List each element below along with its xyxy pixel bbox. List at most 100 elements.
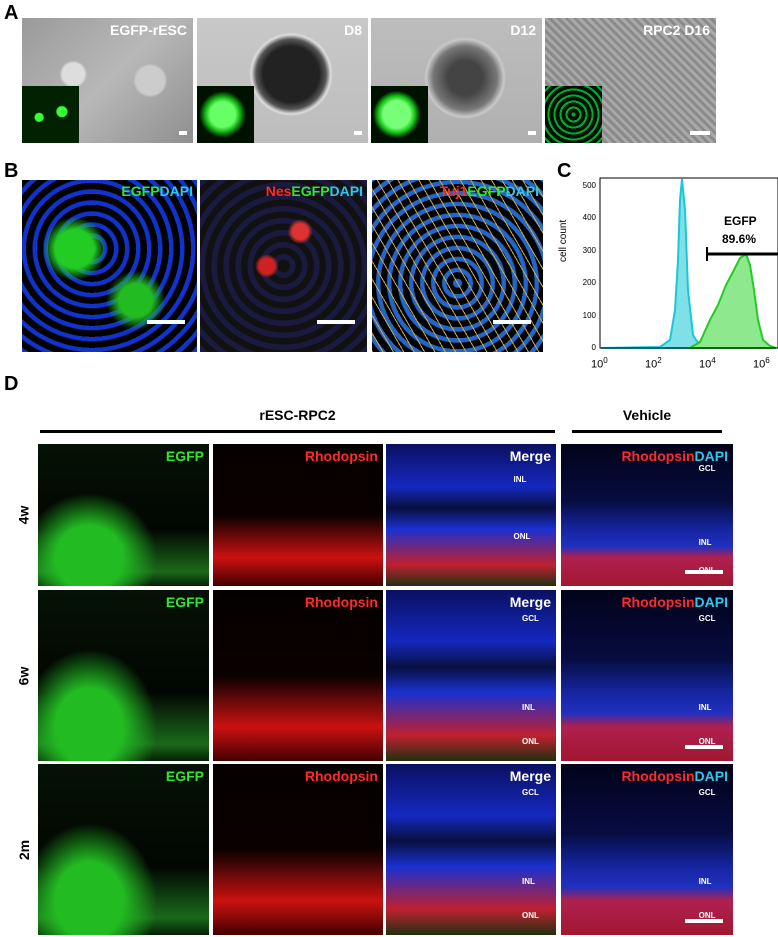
channel-title: Merge — [510, 594, 551, 610]
channel-title: RhodopsinDAPI — [621, 594, 728, 610]
layer-label: GCL — [522, 787, 539, 797]
group-underline — [40, 430, 555, 433]
channel-name: Rhodopsin — [621, 448, 695, 464]
stain-name: EGFP — [121, 183, 160, 199]
stain-name: DAPI — [505, 183, 539, 199]
channel-name: Merge — [509, 768, 551, 784]
stain-name: EGFP — [467, 183, 506, 199]
micrograph: D12 — [371, 18, 542, 143]
histogram-positive — [686, 252, 777, 349]
tick-base: 10 — [645, 358, 658, 371]
channel-title: EGFP — [166, 448, 204, 464]
group-underline — [572, 430, 722, 433]
micrograph: Rhodopsin — [213, 590, 383, 761]
micrograph: EGFP — [38, 590, 209, 761]
stain-name: DAPI — [329, 183, 363, 199]
channel-name: EGFP — [165, 768, 204, 784]
x-tick-label: 102 — [645, 356, 662, 371]
channel-name: DAPI — [694, 448, 728, 464]
channel-title: EGFP — [166, 768, 204, 784]
x-tick-label: 104 — [699, 356, 716, 371]
panel-label: D — [4, 373, 19, 395]
channel-name: Rhodopsin — [621, 768, 695, 784]
micrograph: Rhodopsin — [213, 764, 383, 935]
channel-name: Rhodopsin — [304, 594, 378, 610]
channel-name: Rhodopsin — [304, 448, 378, 464]
stain-name: Tuj1 — [439, 183, 468, 199]
micrograph: RPC2 D16 — [545, 18, 716, 143]
x-tick-label: 106 — [753, 356, 770, 371]
channel-title: RhodopsinDAPI — [621, 448, 728, 464]
channel-name: EGFP — [165, 594, 204, 610]
channel-name: EGFP — [165, 448, 204, 464]
stain-name: EGFP — [291, 183, 330, 199]
layer-label: INL — [698, 702, 712, 712]
y-tick-label: 100 — [582, 310, 596, 320]
micrograph: NesEGFPDAPI — [200, 180, 367, 352]
layer-label: ONL — [522, 737, 539, 747]
micrograph: Merge INL ONL — [386, 444, 556, 586]
flow-histogram — [599, 177, 778, 349]
layer-label: ONL — [698, 911, 716, 921]
image-caption: D8 — [344, 22, 362, 38]
scale-bar — [493, 320, 531, 324]
group-header: rESC-RPC2 — [259, 407, 336, 423]
layer-label: GCL — [522, 613, 539, 623]
micrograph: Tuj1EGFPDAPI — [372, 180, 543, 352]
axes-box — [599, 177, 778, 349]
inset — [371, 86, 428, 143]
tick-exponent: 6 — [765, 356, 770, 365]
layer-label: INL — [522, 702, 535, 712]
tick-base: 10 — [591, 358, 604, 371]
scale-bar — [685, 745, 723, 749]
row-label: 4w — [15, 505, 32, 525]
y-tick-label: 400 — [582, 213, 596, 223]
channel-name: Rhodopsin — [621, 594, 695, 610]
micrograph: Merge GCL INL ONL — [386, 764, 556, 935]
stain-name: Nes — [265, 183, 292, 199]
scale-bar — [317, 320, 355, 324]
channel-title: Rhodopsin — [305, 594, 378, 610]
panel-label: A — [4, 2, 19, 24]
y-tick-label: 500 — [582, 181, 596, 190]
channel-name: Rhodopsin — [304, 768, 378, 784]
micrograph: Merge GCL INL ONL — [386, 590, 556, 761]
y-tick-label: 0 — [591, 343, 596, 352]
micrograph: EGFPDAPI — [22, 180, 197, 352]
stain-name: DAPI — [159, 183, 193, 199]
channel-title: Rhodopsin — [305, 768, 378, 784]
stain-title: Tuj1EGFPDAPI — [440, 183, 539, 199]
image-caption: D12 — [510, 22, 536, 38]
scale-bar — [690, 131, 710, 135]
stain-title: EGFPDAPI — [121, 183, 193, 199]
micrograph: D8 — [197, 18, 368, 143]
channel-title: RhodopsinDAPI — [621, 768, 728, 784]
layer-label: ONL — [522, 911, 539, 921]
layer-label: INL — [698, 537, 712, 547]
tick-exponent: 4 — [711, 356, 716, 365]
layer-label: INL — [698, 876, 712, 886]
gate-label: EGFP — [724, 214, 757, 228]
scale-bar — [528, 131, 536, 135]
channel-name: Merge — [509, 448, 551, 464]
layer-label: GCL — [698, 613, 716, 623]
inset — [197, 86, 254, 143]
tick-exponent: 2 — [657, 356, 662, 365]
panel-label: B — [4, 160, 19, 182]
y-tick-label: 300 — [582, 245, 596, 255]
tick-base: 10 — [699, 358, 712, 371]
group-header: Vehicle — [622, 407, 672, 423]
channel-title: Merge — [510, 768, 551, 784]
scale-bar — [685, 570, 723, 574]
image-caption: RPC2 D16 — [643, 22, 710, 38]
channel-title: Merge — [510, 448, 551, 464]
image-caption: EGFP-rESC — [109, 22, 187, 38]
x-tick-label: 100 — [591, 356, 608, 371]
inset — [545, 86, 602, 143]
layer-label: GCL — [698, 463, 716, 473]
layer-label: GCL — [698, 787, 716, 797]
gate-value: 89.6% — [722, 232, 757, 246]
